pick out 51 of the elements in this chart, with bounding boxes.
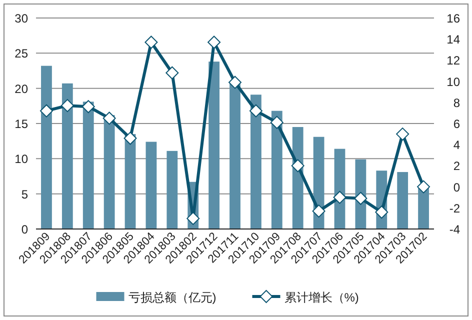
point [186,212,200,225]
y2-tick-label: 8 [453,96,460,110]
point [333,190,346,204]
bar [104,115,115,229]
bar [62,83,73,229]
y-tick-label: 25 [14,46,28,61]
point [228,76,242,89]
point [396,128,410,141]
y2-tick-label: 12 [446,54,460,68]
point [60,99,74,112]
bar [397,172,408,229]
point [82,100,95,114]
legend-label: 累计增长（%) [284,290,359,304]
y-tick-label: 0 [21,222,28,236]
point [375,206,388,219]
y-tick-label: 20 [14,82,28,96]
bar [41,66,52,229]
y-tick-label: 5 [21,187,28,202]
bar [418,186,429,229]
bar [208,62,220,229]
point [40,104,53,118]
point [270,116,284,129]
bar [230,83,240,229]
y-tick-label: 30 [14,12,28,26]
y2-tick-label: 14 [446,32,460,47]
y2-tick-label: 16 [446,12,460,26]
point [354,192,368,205]
point [249,104,262,118]
point [144,36,158,49]
bar [146,142,157,229]
bar [166,150,178,229]
point [166,66,179,80]
point [312,204,326,218]
point [291,159,304,172]
y2-tick-label: 10 [446,74,460,89]
bar [271,110,282,229]
bar [82,102,94,229]
y2-tick-label: 0 [453,180,460,194]
point [102,112,116,125]
y2-tick-label: 6 [453,117,460,131]
y-tick-label: 15 [14,117,28,131]
y2-tick-label: 4 [453,138,460,152]
y2-tick-label: -4 [449,222,460,236]
point [417,180,430,194]
bar [250,94,262,229]
legend-label: 亏损总额（亿元) [128,290,216,304]
point [124,132,137,145]
point [208,36,221,49]
y-tick-label: 10 [14,152,28,166]
y2-tick-label: 2 [453,159,460,174]
y2-tick-label: -2 [449,201,460,216]
